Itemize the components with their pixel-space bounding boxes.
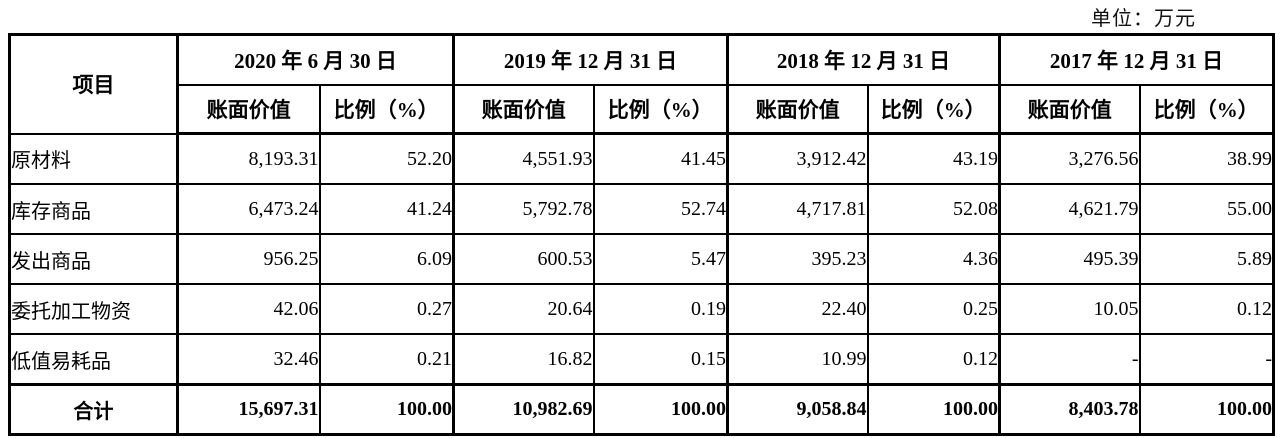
table-row-total: 合计 15,697.31 100.00 10,982.69 100.00 9,0… xyxy=(8,383,1275,436)
value-cell: 600.53 xyxy=(452,233,595,285)
value-cell: 0.19 xyxy=(592,283,729,335)
value-cell: 4.36 xyxy=(866,233,1001,285)
subheader-book-value-2017: 账面价值 xyxy=(998,84,1141,135)
value-cell: 22.40 xyxy=(726,283,869,335)
value-cell: 5,792.78 xyxy=(452,183,595,235)
table-row-stock-goods: 库存商品 6,473.24 41.24 5,792.78 52.74 4,717… xyxy=(8,183,1275,235)
value-cell: 0.12 xyxy=(866,333,1001,386)
subheader-book-value-2018: 账面价值 xyxy=(726,84,869,135)
inventory-composition-table: 项目 2020 年 6 月 30 日 2019 年 12 月 31 日 2018… xyxy=(8,33,1275,436)
value-cell: 100.00 xyxy=(318,383,455,436)
subheader-ratio-2018: 比例（%） xyxy=(866,84,1001,135)
subheader-book-value-2020: 账面价值 xyxy=(176,84,321,135)
value-cell: 5.47 xyxy=(592,233,729,285)
value-cell: 10.05 xyxy=(998,283,1141,335)
value-cell: 43.19 xyxy=(866,132,1001,185)
value-cell: 495.39 xyxy=(998,233,1141,285)
value-cell: 4,621.79 xyxy=(998,183,1141,235)
table-row-raw-materials: 原材料 8,193.31 52.20 4,551.93 41.45 3,912.… xyxy=(8,132,1275,185)
table-row-entrusted-processing-materials: 委托加工物资 42.06 0.27 20.64 0.19 22.40 0.25 … xyxy=(8,283,1275,335)
header-period-2018-12-31: 2018 年 12 月 31 日 xyxy=(726,33,1001,86)
value-cell: 55.00 xyxy=(1138,183,1275,235)
value-cell: 0.25 xyxy=(866,283,1001,335)
value-cell: 52.20 xyxy=(318,132,455,185)
value-cell: - xyxy=(1138,333,1275,386)
header-item: 项目 xyxy=(8,33,179,135)
value-cell: 8,403.78 xyxy=(998,383,1141,436)
value-cell: 100.00 xyxy=(1138,383,1275,436)
value-cell: 4,551.93 xyxy=(452,132,595,185)
value-cell: 15,697.31 xyxy=(176,383,321,436)
subheader-ratio-2017: 比例（%） xyxy=(1138,84,1275,135)
item-cell: 合计 xyxy=(8,383,179,436)
value-cell: 41.45 xyxy=(592,132,729,185)
table-row-low-value-consumables: 低值易耗品 32.46 0.21 16.82 0.15 10.99 0.12 -… xyxy=(8,333,1275,386)
value-cell: 0.15 xyxy=(592,333,729,386)
table-row-goods-shipped: 发出商品 956.25 6.09 600.53 5.47 395.23 4.36… xyxy=(8,233,1275,285)
value-cell: - xyxy=(998,333,1141,386)
value-cell: 0.12 xyxy=(1138,283,1275,335)
value-cell: 52.74 xyxy=(592,183,729,235)
value-cell: 5.89 xyxy=(1138,233,1275,285)
value-cell: 16.82 xyxy=(452,333,595,386)
value-cell: 42.06 xyxy=(176,283,321,335)
item-cell: 库存商品 xyxy=(8,183,179,235)
value-cell: 10,982.69 xyxy=(452,383,595,436)
value-cell: 6,473.24 xyxy=(176,183,321,235)
value-cell: 41.24 xyxy=(318,183,455,235)
header-row-subheaders: 账面价值 比例（%） 账面价值 比例（%） 账面价值 比例（%） 账面价值 比例… xyxy=(10,84,1275,135)
header-period-2019-12-31: 2019 年 12 月 31 日 xyxy=(452,33,729,86)
value-cell: 4,717.81 xyxy=(726,183,869,235)
value-cell: 8,193.31 xyxy=(176,132,321,185)
unit-label: 单位：万元 xyxy=(1091,8,1196,30)
value-cell: 38.99 xyxy=(1138,132,1275,185)
value-cell: 20.64 xyxy=(452,283,595,335)
item-cell: 发出商品 xyxy=(8,233,179,285)
value-cell: 395.23 xyxy=(726,233,869,285)
value-cell: 100.00 xyxy=(866,383,1001,436)
subheader-ratio-2020: 比例（%） xyxy=(318,84,455,135)
value-cell: 52.08 xyxy=(866,183,1001,235)
item-cell: 原材料 xyxy=(8,132,179,185)
header-row-periods: 项目 2020 年 6 月 30 日 2019 年 12 月 31 日 2018… xyxy=(8,33,1275,135)
value-cell: 10.99 xyxy=(726,333,869,386)
header-period-2020-06-30: 2020 年 6 月 30 日 xyxy=(176,33,455,86)
subheader-book-value-2019: 账面价值 xyxy=(452,84,595,135)
value-cell: 6.09 xyxy=(318,233,455,285)
item-cell: 委托加工物资 xyxy=(8,283,179,335)
value-cell: 0.21 xyxy=(318,333,455,386)
value-cell: 9,058.84 xyxy=(726,383,869,436)
item-cell: 低值易耗品 xyxy=(8,333,179,386)
value-cell: 956.25 xyxy=(176,233,321,285)
value-cell: 0.27 xyxy=(318,283,455,335)
value-cell: 3,912.42 xyxy=(726,132,869,185)
subheader-ratio-2019: 比例（%） xyxy=(592,84,729,135)
header-period-2017-12-31: 2017 年 12 月 31 日 xyxy=(998,33,1275,86)
value-cell: 32.46 xyxy=(176,333,321,386)
value-cell: 3,276.56 xyxy=(998,132,1141,185)
value-cell: 100.00 xyxy=(592,383,729,436)
